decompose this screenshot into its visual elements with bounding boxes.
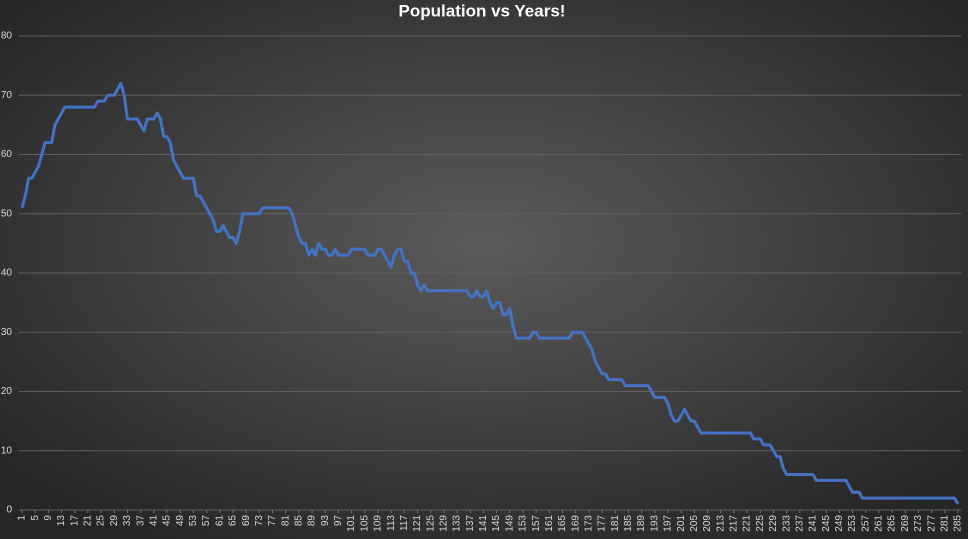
x-tick-label: 65: [228, 515, 239, 527]
x-tick-label: 149: [504, 515, 515, 532]
x-tick-label: 221: [742, 515, 753, 532]
x-tick-label: 97: [333, 515, 344, 527]
x-tick-label: 33: [122, 515, 133, 527]
x-tick-label: 121: [412, 515, 423, 532]
x-tick-label: 93: [320, 515, 331, 527]
y-tick-label: 60: [1, 149, 13, 160]
x-tick-label: 69: [241, 515, 252, 527]
x-tick-label: 265: [887, 515, 898, 532]
x-tick-label: 113: [386, 515, 397, 531]
x-tick-label: 77: [267, 515, 278, 527]
x-tick-label: 53: [188, 515, 199, 527]
x-tick-label: 245: [821, 515, 832, 532]
y-tick-label: 80: [1, 31, 13, 42]
chart-title: Population vs Years!: [399, 1, 566, 20]
x-tick-label: 209: [702, 515, 713, 532]
x-tick-label: 257: [860, 515, 871, 532]
y-tick-label: 20: [1, 386, 13, 397]
x-tick-label: 165: [557, 515, 568, 532]
x-tick-label: 49: [175, 515, 186, 527]
x-tick-label: 281: [939, 515, 950, 532]
data-line: [20, 81, 960, 505]
x-tick-label: 229: [768, 515, 779, 532]
x-tick-label: 85: [293, 515, 304, 527]
x-tick-label: 133: [452, 515, 463, 532]
x-tick-label: 233: [781, 515, 792, 532]
x-tick-label: 161: [544, 515, 555, 532]
x-tick-label: 217: [729, 515, 740, 532]
x-tick-label: 109: [373, 515, 384, 532]
x-tick-label: 1: [17, 515, 28, 521]
x-tick-label: 141: [478, 515, 489, 532]
x-tick-label: 105: [359, 515, 370, 532]
x-tick-label: 189: [636, 515, 647, 532]
x-tick-label: 213: [715, 515, 726, 532]
x-tick-label: 101: [346, 515, 357, 532]
y-tick-label: 10: [1, 445, 13, 456]
x-tick-label: 37: [135, 515, 146, 527]
x-tick-label: 13: [56, 515, 67, 527]
x-tick-label: 157: [531, 515, 542, 532]
x-tick-label: 9: [43, 515, 54, 521]
x-tick-label: 169: [570, 515, 581, 532]
x-tick-label: 273: [913, 515, 924, 532]
x-tick-label: 185: [623, 515, 634, 532]
x-tick-label: 73: [254, 515, 265, 527]
x-tick-label: 5: [30, 515, 41, 521]
x-tick-label: 249: [834, 515, 845, 532]
x-tick-label: 81: [280, 515, 291, 527]
x-tick-label: 145: [491, 515, 502, 532]
x-tick-label: 153: [518, 515, 529, 532]
x-tick-label: 45: [162, 515, 173, 527]
x-tick-label: 41: [148, 515, 159, 527]
x-tick-label: 125: [425, 515, 436, 532]
x-tick-label: 277: [926, 515, 937, 532]
x-tick-label: 269: [900, 515, 911, 532]
y-tick-label: 50: [1, 208, 13, 219]
x-tick-label: 241: [808, 515, 819, 532]
y-tick-label: 30: [1, 327, 13, 338]
x-tick-label: 137: [465, 515, 476, 532]
x-tick-label: 29: [109, 515, 120, 527]
x-tick-label: 129: [438, 515, 449, 532]
x-tick-label: 117: [399, 515, 410, 531]
x-tick-label: 201: [676, 515, 687, 532]
x-tick-label: 21: [83, 515, 94, 527]
x-tick-label: 193: [649, 515, 660, 532]
x-tick-label: 181: [610, 515, 621, 532]
x-tick-label: 225: [755, 515, 766, 532]
x-tick-label: 177: [597, 515, 608, 532]
x-tick-label: 205: [689, 515, 700, 532]
x-tick-label: 237: [794, 515, 805, 532]
x-tick-label: 261: [874, 515, 885, 532]
x-tick-label: 253: [847, 515, 858, 532]
y-tick-label: 70: [1, 90, 13, 101]
x-tick-label: 197: [663, 515, 674, 532]
x-tick-label: 285: [953, 515, 964, 532]
y-tick-label: 40: [1, 268, 13, 279]
x-tick-label: 17: [69, 515, 80, 527]
x-tick-label: 57: [201, 515, 212, 527]
x-tick-label: 89: [307, 515, 318, 527]
y-tick-label: 0: [6, 505, 12, 516]
x-tick-label: 25: [96, 515, 107, 527]
x-tick-label: 173: [584, 515, 595, 532]
x-tick-label: 61: [214, 515, 225, 527]
